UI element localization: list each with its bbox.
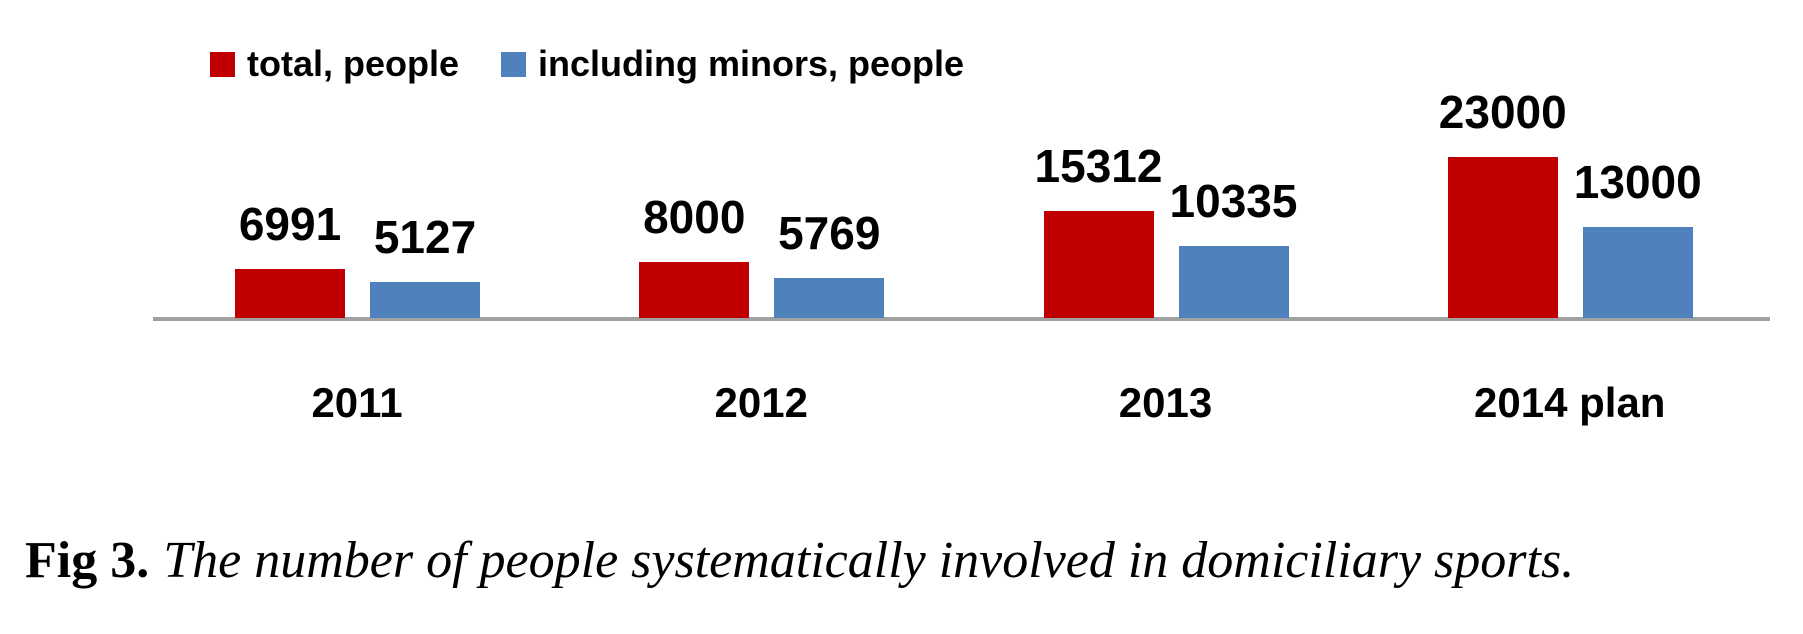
x-axis-label-2014-plan: 2014 plan xyxy=(1474,379,1666,426)
x-axis-label-2011: 2011 xyxy=(311,379,403,426)
caption-fig-label: Fig 3. xyxy=(25,532,150,589)
x-axis-line xyxy=(153,317,1770,321)
bar-value-label-total-2013: 15312 xyxy=(1034,140,1163,192)
bar-total-2013 xyxy=(1043,211,1154,318)
bar-total-2012 xyxy=(639,262,750,318)
bar-value-label-minors-2011: 5127 xyxy=(373,211,477,263)
plot-area: 6991 5127 2011 8000 5769 2012 15312 10335 2013 23… xyxy=(153,0,1770,460)
bar-minors-2014-plan xyxy=(1582,227,1693,318)
bar-minors-2011 xyxy=(370,282,480,318)
caption-text: The number of people systematically invo… xyxy=(163,532,1575,589)
legend-swatch-total-icon xyxy=(210,51,235,77)
bar-total-2014-plan xyxy=(1447,157,1558,318)
bar-value-label-minors-2012: 5769 xyxy=(778,207,881,259)
x-axis-label-2013: 2013 xyxy=(1118,379,1213,426)
chart-legend: total, people including minors, people xyxy=(210,44,964,84)
bar-value-label-total-2011: 6991 xyxy=(238,198,342,250)
bar-value-label-total-2014-plan: 23000 xyxy=(1438,86,1567,138)
bar-value-label-minors-2013: 10335 xyxy=(1169,175,1298,227)
legend-label-total: total, people xyxy=(247,43,460,84)
bar-minors-2012 xyxy=(774,278,885,318)
legend-item-total: total, people xyxy=(210,44,459,84)
bar-minors-2013 xyxy=(1178,246,1289,318)
legend-label-minors: including minors, people xyxy=(538,43,965,84)
legend-swatch-minors-icon xyxy=(501,51,527,77)
legend-item-minors: including minors, people xyxy=(501,44,964,84)
x-axis-label-2012: 2012 xyxy=(714,379,808,426)
bar-value-label-minors-2014-plan: 13000 xyxy=(1573,156,1702,208)
figure-caption: Fig 3. The number of people systematicall… xyxy=(25,531,1574,590)
bar-total-2011 xyxy=(235,269,345,318)
bar-value-label-total-2012: 8000 xyxy=(643,191,746,243)
